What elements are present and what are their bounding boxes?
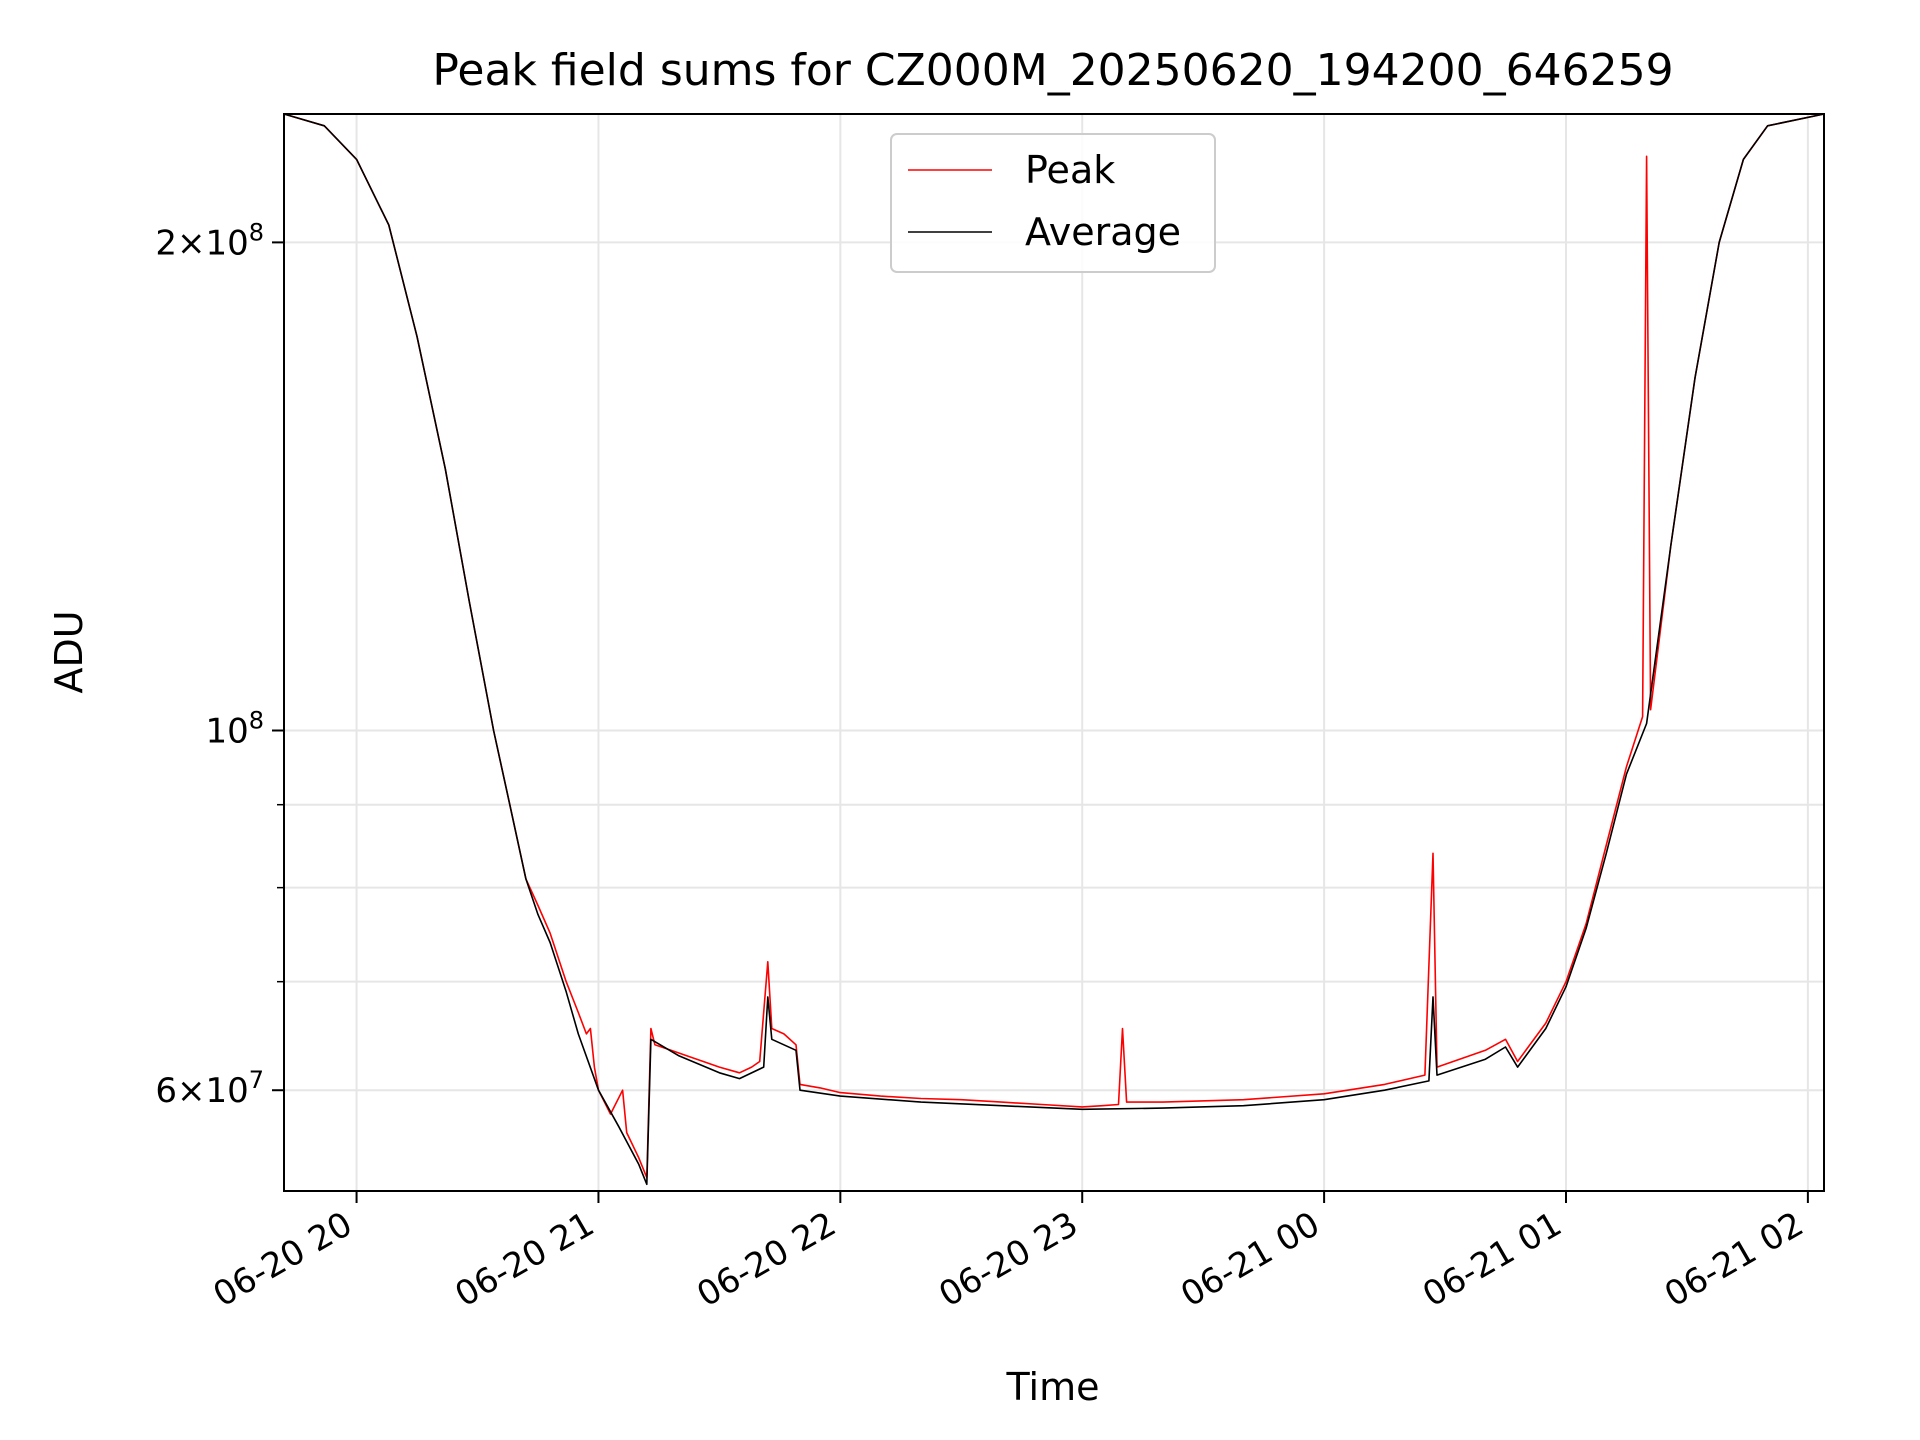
series-lines <box>283 113 1825 1186</box>
plot-frame <box>283 113 1825 1192</box>
x-axis-label: Time <box>1006 1365 1100 1409</box>
gridlines <box>284 114 1824 1191</box>
y-tick-label: 6×107 <box>155 1066 264 1111</box>
y-tick-label: 2×108 <box>155 218 264 263</box>
legend-label-peak: Peak <box>1025 148 1115 192</box>
y-tick-label: 108 <box>205 707 264 752</box>
chart-title: Peak field sums for CZ000M_20250620_1942… <box>432 45 1673 96</box>
series-line-average <box>283 113 1825 1186</box>
legend-box <box>890 133 1216 273</box>
legend-label-average: Average <box>1025 210 1181 254</box>
y-axis-label: ADU <box>47 610 91 693</box>
legend: Peak Average <box>890 133 1216 273</box>
